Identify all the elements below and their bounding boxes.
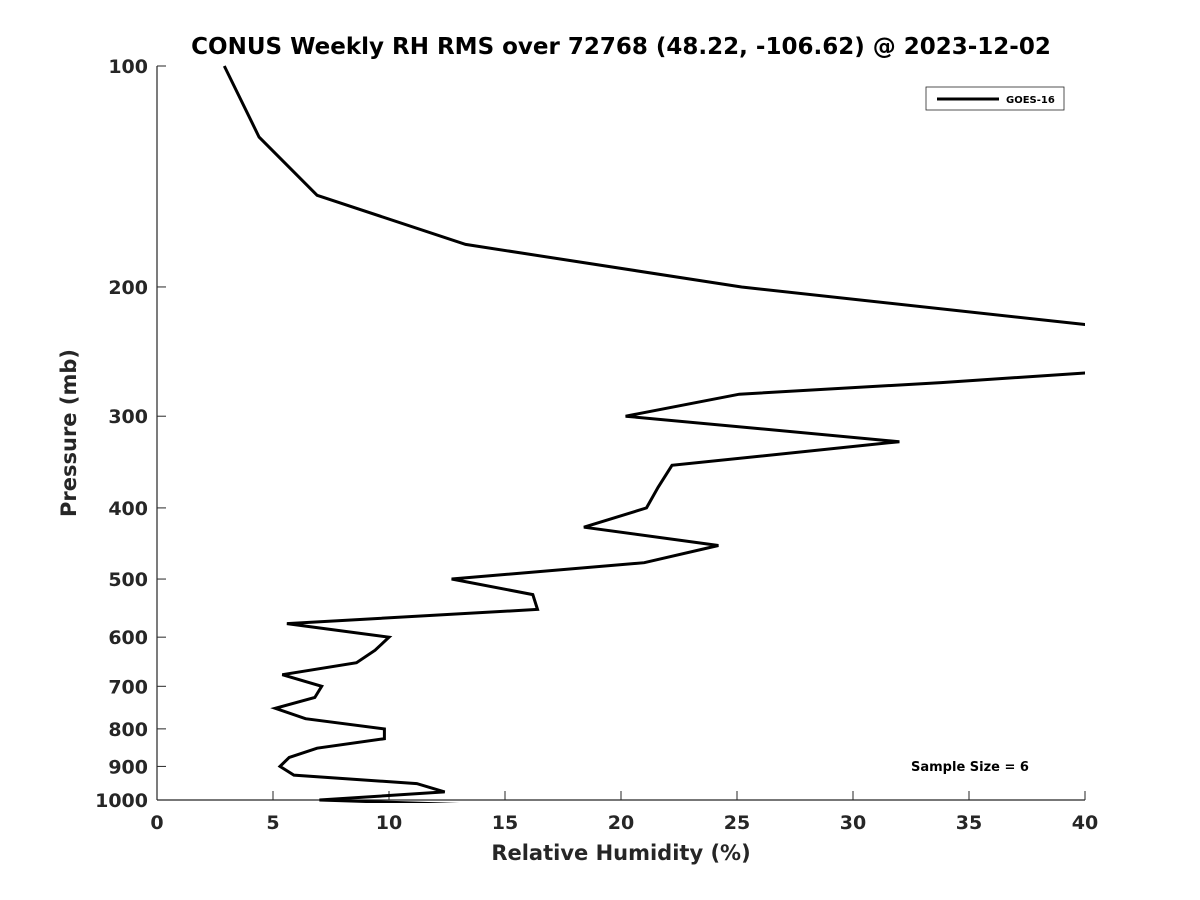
y-axis-label: Pressure (mb) bbox=[57, 349, 81, 517]
y-tick-label: 800 bbox=[108, 719, 148, 741]
series-line-goes-16 bbox=[222, 65, 1085, 803]
x-tick-label: 40 bbox=[1072, 812, 1098, 834]
y-tick-label: 1000 bbox=[95, 790, 148, 812]
y-tick-label: 700 bbox=[108, 676, 148, 698]
y-tick-label: 600 bbox=[108, 627, 148, 649]
chart-title: CONUS Weekly RH RMS over 72768 (48.22, -… bbox=[191, 34, 1051, 60]
x-tick-label: 35 bbox=[956, 812, 982, 834]
x-tick-label: 30 bbox=[840, 812, 866, 834]
plot-area: 0 5 10 15 20 25 30 35 40 100 200 300 400 500 600 700 80… bbox=[95, 56, 1098, 834]
y-tick-label: 100 bbox=[108, 56, 148, 78]
legend-label-goes-16: GOES-16 bbox=[1006, 95, 1055, 106]
x-tick-label: 20 bbox=[608, 812, 634, 834]
x-axis-ticks: 0 5 10 15 20 25 30 35 40 bbox=[150, 791, 1098, 834]
y-tick-label: 900 bbox=[108, 756, 148, 778]
x-tick-label: 15 bbox=[492, 812, 518, 834]
y-axis-ticks: 100 200 300 400 500 600 700 800 900 1000 bbox=[95, 56, 166, 812]
x-tick-label: 5 bbox=[266, 812, 279, 834]
y-tick-label: 200 bbox=[108, 277, 148, 299]
x-tick-label: 10 bbox=[376, 812, 402, 834]
x-axis-label: Relative Humidity (%) bbox=[491, 841, 750, 865]
series-group bbox=[222, 65, 1085, 803]
y-tick-label: 400 bbox=[108, 498, 148, 520]
sample-size-annotation: Sample Size = 6 bbox=[911, 760, 1029, 775]
x-tick-label: 25 bbox=[724, 812, 750, 834]
y-tick-label: 300 bbox=[108, 406, 148, 428]
legend: GOES-16 bbox=[925, 86, 1065, 111]
x-tick-label: 0 bbox=[150, 812, 163, 834]
y-tick-label: 500 bbox=[108, 569, 148, 591]
